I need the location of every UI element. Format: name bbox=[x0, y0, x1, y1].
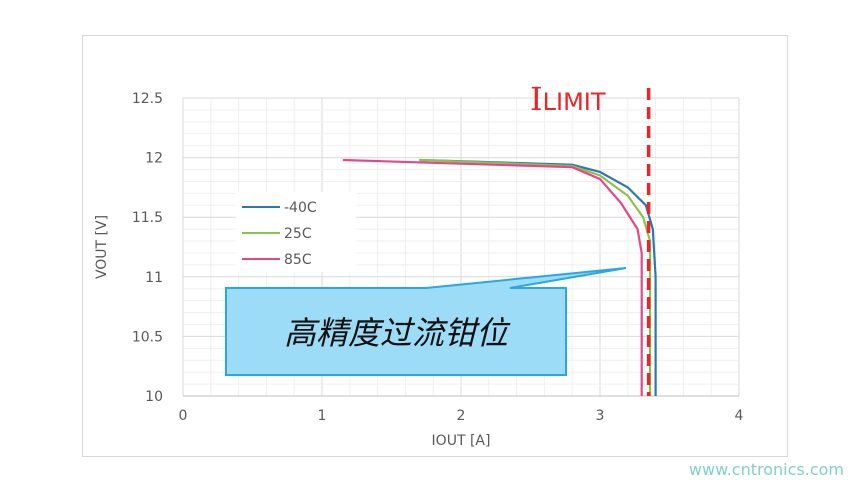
series-line--40C bbox=[419, 158, 657, 396]
legend-label: 25C bbox=[284, 226, 312, 242]
chart-frame bbox=[82, 35, 788, 457]
x-tick-label: 1 bbox=[318, 408, 327, 424]
y-tick-label: 10 bbox=[145, 389, 163, 405]
y-tick-label: 11.5 bbox=[132, 210, 163, 226]
callout-box bbox=[225, 267, 627, 376]
y-tick-label: 10.5 bbox=[132, 329, 163, 345]
callout-text: 高精度过流钳位 bbox=[284, 314, 511, 352]
x-tick-label: 3 bbox=[596, 408, 605, 424]
x-tick-label: 2 bbox=[457, 408, 466, 424]
y-tick-label: 11 bbox=[145, 270, 163, 286]
x-axis-label: IOUT [A] bbox=[432, 433, 491, 449]
y-tick-label: 12 bbox=[145, 151, 163, 167]
y-tick-label: 12.5 bbox=[132, 91, 163, 107]
watermark: www.cntronics.com bbox=[688, 460, 844, 479]
x-tick-label: 0 bbox=[179, 408, 188, 424]
series-line-85C bbox=[342, 158, 643, 396]
limit-label: ILIMIT bbox=[530, 80, 606, 118]
y-axis-label: VOUT [V] bbox=[94, 215, 110, 279]
legend-label: 85C bbox=[284, 252, 312, 268]
legend-label: -40C bbox=[284, 200, 317, 216]
x-tick-label: 4 bbox=[735, 408, 744, 424]
